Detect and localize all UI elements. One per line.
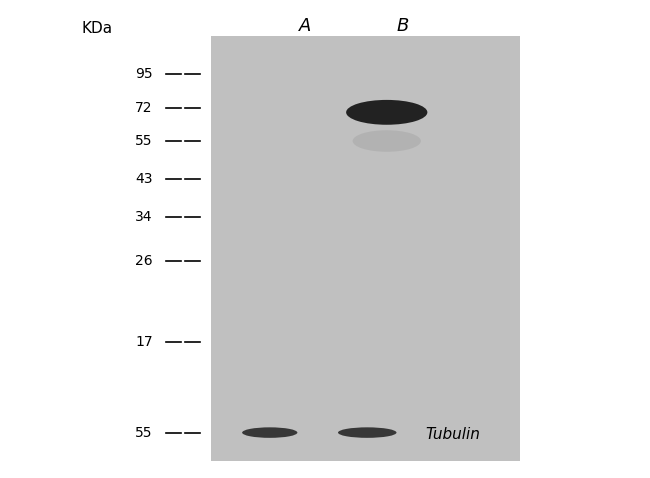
Text: 26: 26: [135, 253, 153, 268]
Text: Tubulin: Tubulin: [426, 426, 480, 442]
Text: 55: 55: [135, 134, 153, 148]
Text: KDa: KDa: [82, 21, 113, 36]
Ellipse shape: [352, 130, 421, 152]
Ellipse shape: [338, 427, 396, 438]
Text: 55: 55: [135, 425, 153, 440]
Text: 43: 43: [135, 172, 153, 186]
Bar: [211, 36, 520, 461]
Text: 17: 17: [135, 335, 153, 349]
Text: B: B: [396, 17, 410, 35]
Text: A: A: [299, 17, 312, 35]
Text: 72: 72: [135, 100, 153, 115]
Ellipse shape: [242, 427, 298, 438]
Text: 95: 95: [135, 67, 153, 81]
Text: 34: 34: [135, 210, 153, 225]
Ellipse shape: [346, 100, 428, 125]
